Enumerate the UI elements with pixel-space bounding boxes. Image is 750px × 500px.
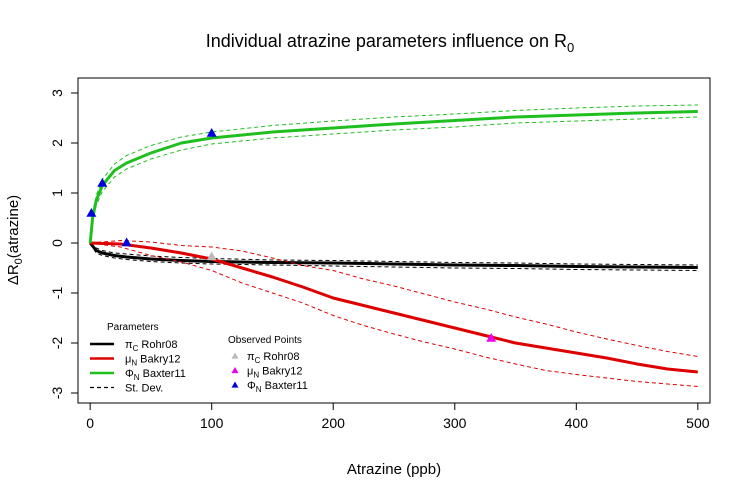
series-layer: [88, 104, 698, 387]
observed-point: [97, 178, 108, 187]
sd-lower-line: [90, 242, 698, 387]
series-line: [89, 242, 698, 269]
observed-point: [206, 251, 217, 261]
chart-title: Individual atrazine parameters influence…: [206, 31, 574, 55]
y-tick-label: 0: [49, 239, 65, 247]
observed-point: [486, 333, 497, 342]
x-tick-label: 0: [86, 415, 94, 431]
y-axis-label: ΔR0(atrazine): [5, 195, 25, 285]
observed-points-layer: [86, 128, 497, 342]
sd-upper-line: [90, 239, 698, 357]
observed-point: [86, 208, 97, 217]
legend-title: Parameters: [107, 322, 159, 333]
y-axis: -3 -2 -1 0 1 2 3: [49, 89, 79, 400]
legend-marker: [231, 381, 239, 388]
legend-label: μN Bakry12: [247, 366, 303, 380]
y-tick-label: -1: [49, 287, 65, 300]
x-axis: 0 100 200 300 400 500: [86, 402, 710, 431]
observed-point: [121, 237, 132, 247]
legend-label: St. Dev.: [125, 383, 163, 395]
legend-label: μN Bakry12: [125, 354, 181, 368]
legend-title: Observed Points: [228, 335, 302, 346]
x-tick-label: 500: [686, 415, 710, 431]
legend-label: πC Rohr08: [125, 339, 178, 353]
sd-upper-line: [89, 104, 698, 244]
y-tick-label: 3: [49, 89, 65, 97]
x-axis-label: Atrazine (ppb): [347, 461, 441, 478]
series-line: [88, 110, 698, 244]
observed-point: [206, 128, 217, 137]
x-tick-label: 200: [322, 415, 346, 431]
legend-label: πC Rohr08: [247, 351, 300, 365]
y-tick-label: 1: [49, 189, 65, 197]
legend-marker: [231, 352, 239, 359]
x-tick-label: 300: [443, 415, 467, 431]
y-tick-label: -3: [49, 387, 65, 400]
y-tick-label: -2: [49, 337, 65, 350]
legend-label: ΦN Baxter11: [247, 380, 308, 394]
x-tick-label: 400: [565, 415, 589, 431]
legend-label: ΦN Baxter11: [125, 368, 186, 382]
y-tick-label: 2: [49, 139, 65, 147]
x-tick-label: 100: [200, 415, 224, 431]
sd-lower-line: [89, 116, 698, 244]
legend-marker: [231, 367, 239, 374]
sd-lower-line: [89, 242, 698, 271]
sd-upper-line: [89, 242, 698, 266]
series-line: [90, 241, 698, 374]
